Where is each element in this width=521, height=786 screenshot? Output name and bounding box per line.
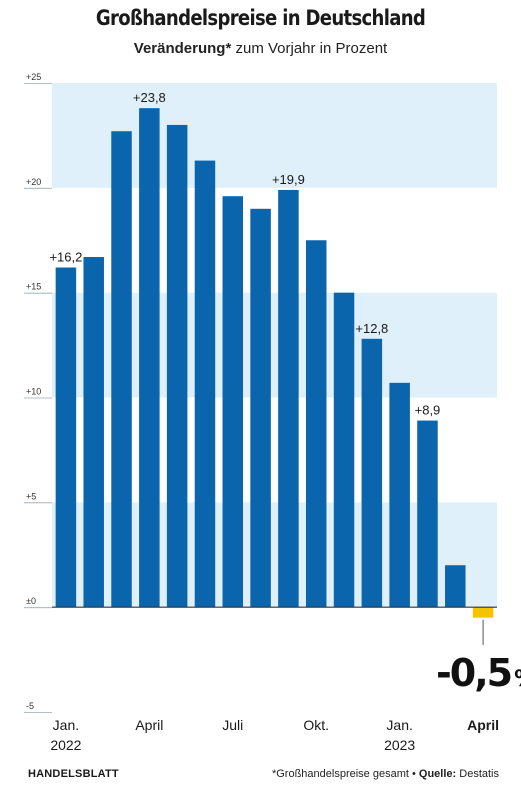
bar <box>389 382 410 608</box>
y-tick-label: +5 <box>26 491 36 501</box>
y-tick-label: +20 <box>26 177 41 187</box>
highlight-unit: % <box>514 667 521 692</box>
bar <box>222 196 244 608</box>
bar-highlight <box>472 607 494 618</box>
y-tick-label: -5 <box>26 701 34 711</box>
bar <box>278 189 299 608</box>
y-tick-label: ±0 <box>26 596 36 606</box>
highlight-value: -0,5 <box>436 651 511 695</box>
subtitle-rest: zum Vorjahr in Prozent <box>231 40 388 57</box>
source-note: *Großhandelspreise gesamt • Quelle: Dest… <box>272 768 499 780</box>
data-label: +8,9 <box>415 403 441 418</box>
bar <box>139 108 160 608</box>
y-tick-label: +10 <box>26 387 41 397</box>
subtitle-bold: Veränderung* <box>133 40 232 57</box>
bar <box>55 267 77 608</box>
bar <box>166 124 188 608</box>
source-name: Destatis <box>456 768 499 780</box>
bar <box>445 565 466 608</box>
x-tick-label: April <box>467 717 499 733</box>
bar <box>111 131 132 608</box>
y-tick-label: +15 <box>26 282 41 292</box>
bar <box>83 257 104 608</box>
x-tick-label-year: 2023 <box>384 737 415 753</box>
source-label: Quelle: <box>418 768 457 780</box>
bar <box>305 240 327 608</box>
bar <box>250 208 271 608</box>
data-label: +19,9 <box>272 172 305 187</box>
data-label: +16,2 <box>49 250 82 265</box>
x-tick-label: Jan. <box>53 717 79 733</box>
x-tick-label: April <box>135 717 163 733</box>
chart-title: Großhandelspreise in Deutschland <box>95 6 426 30</box>
bar <box>333 292 355 608</box>
chart-subtitle: Veränderung* zum Vorjahr in Prozent <box>0 40 521 57</box>
footnote: *Großhandelspreise gesamt <box>271 768 409 780</box>
x-tick-label: Okt. <box>303 717 329 733</box>
bar <box>361 338 383 608</box>
footer-bullet: • <box>408 768 419 780</box>
bar <box>194 160 216 608</box>
publisher-label: HANDELSBLATT <box>28 768 119 780</box>
data-label: +23,8 <box>133 90 166 105</box>
x-tick-label: Juli <box>222 717 243 733</box>
x-tick-label: Jan. <box>386 717 412 733</box>
y-tick-label: +25 <box>26 72 41 82</box>
bar-chart: +25 +20 +15 +10 +5 ±0 -5 +16,2 +23,8 +19,9 +12,8 +8… <box>24 72 521 753</box>
bar <box>417 420 438 608</box>
x-tick-label-year: 2022 <box>50 737 81 753</box>
data-label: +12,8 <box>355 321 388 336</box>
